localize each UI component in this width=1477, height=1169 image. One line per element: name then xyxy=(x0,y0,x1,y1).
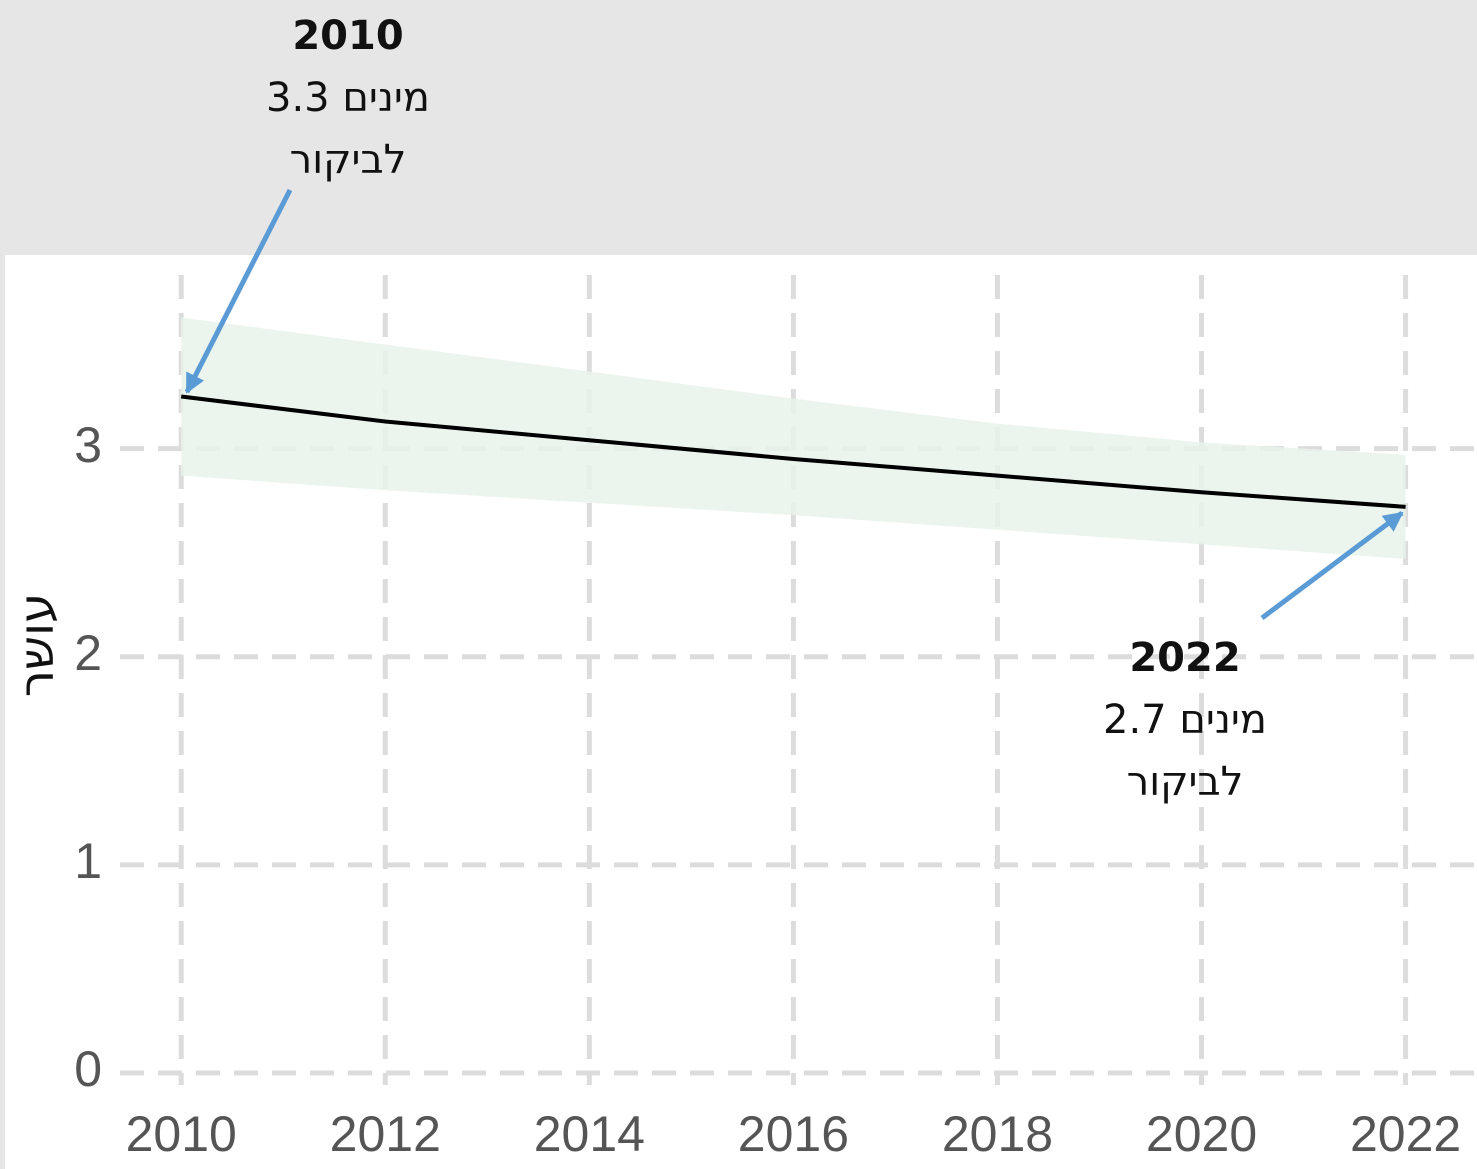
annotation-text: 2.7 מינים xyxy=(1103,697,1267,743)
annotation-text: 3.3 מינים xyxy=(266,75,430,121)
x-tick-label: 2014 xyxy=(534,1106,645,1162)
annotation-title: 2022 xyxy=(1129,635,1240,681)
annotation-arrow xyxy=(1260,511,1404,620)
y-tick-label: 1 xyxy=(74,833,102,889)
annotation-arrow xyxy=(184,188,293,394)
annotation-title: 2010 xyxy=(292,13,403,59)
trend-line xyxy=(180,394,1406,509)
y-tick-label: 3 xyxy=(74,417,102,473)
x-tick-label: 2012 xyxy=(330,1106,441,1162)
y-tick-label: 0 xyxy=(74,1041,102,1097)
confidence-band xyxy=(181,317,1406,559)
x-tick-label: 2010 xyxy=(126,1106,237,1162)
y-axis-label: עושר xyxy=(9,593,65,697)
x-tick-label: 2020 xyxy=(1146,1106,1257,1162)
annotation-text: לביקור xyxy=(290,137,407,183)
x-tick-label: 2018 xyxy=(942,1106,1053,1162)
x-tick-label: 2022 xyxy=(1350,1106,1461,1162)
x-tick-label: 2016 xyxy=(738,1106,849,1162)
plot-layer: 0 1 2 3 2010 2012 2014 2016 2018 2020 2022 xyxy=(74,275,1477,1162)
y-tick-label: 2 xyxy=(74,625,102,681)
annotation-text: לביקור xyxy=(1127,759,1244,805)
